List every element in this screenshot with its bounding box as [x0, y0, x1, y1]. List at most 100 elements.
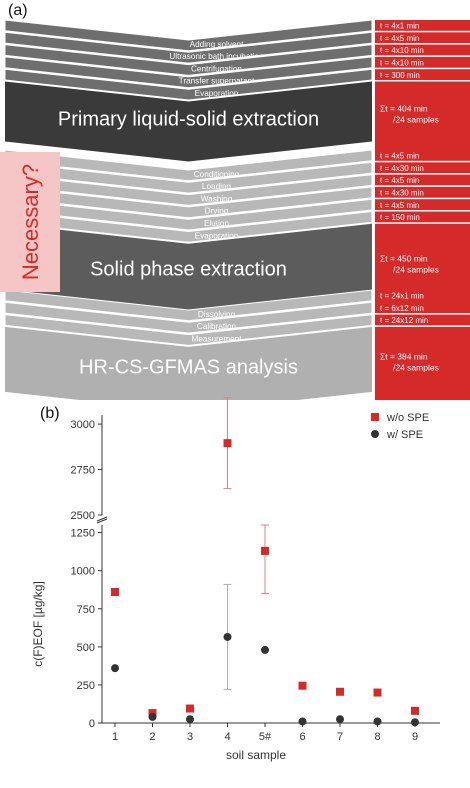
- y-tick-label: 0: [89, 718, 95, 730]
- workflow-step-band: [4, 68, 373, 101]
- workflow-diagram-panel: (a) Adding solvent t = 4x1 min Ultrasonic b…: [0, 2, 470, 412]
- workflow-step-band: [4, 19, 373, 52]
- step-time-label: t = 4x5 min: [380, 152, 419, 161]
- stage-total-label: Σt = 404 min/24 samples: [380, 104, 439, 125]
- step-time-cell: [375, 56, 470, 68]
- stage-total-cell: [375, 81, 470, 152]
- workflow-stage-title: Solid phase extraction: [90, 258, 287, 280]
- necessary-label: Necessary?: [18, 164, 43, 280]
- step-time-cell: [375, 44, 470, 56]
- step-time-label: t = 4x10 min: [380, 46, 424, 55]
- stage-total-cell: [375, 326, 470, 402]
- axis-break-mark: [96, 516, 108, 522]
- data-point-circle: [148, 712, 157, 721]
- workflow-step-band: [4, 301, 373, 334]
- panel-b-label: (b): [40, 405, 60, 422]
- legend-marker-square: [371, 413, 379, 421]
- workflow-step-label: Calibration: [197, 322, 237, 331]
- legend-label: w/o SPE: [386, 412, 429, 424]
- data-point-square: [223, 439, 232, 448]
- y-tick-label: 500: [77, 642, 95, 654]
- step-time-cell: [375, 186, 470, 198]
- step-time-cell: [375, 20, 470, 31]
- stage-total-label: Σt = 384 min/24 samples: [380, 351, 439, 372]
- workflow-step-label: Evaporation: [195, 231, 239, 240]
- stage-total-line: Σt = 404 min: [380, 104, 428, 114]
- step-time-label: t = 6x12 min: [380, 304, 424, 313]
- data-point-square: [373, 688, 382, 697]
- step-time-cell: [375, 290, 470, 301]
- workflow-step-label: Conditioning: [194, 170, 240, 179]
- data-point-square: [111, 588, 119, 597]
- workflow-step-label: Ultrasonic bath incubation: [169, 52, 264, 61]
- stage-total-line: /24 samples: [393, 362, 439, 372]
- workflow-stage-block: [5, 81, 372, 162]
- workflow-stage-block: [5, 223, 372, 319]
- step-time-label: t = 24x1 min: [380, 292, 424, 301]
- step-time-label: t = 24x12 min: [380, 316, 428, 325]
- x-tick-label: 6: [299, 731, 305, 743]
- necessary-box: [0, 152, 60, 292]
- x-tick-label: 1: [112, 731, 118, 743]
- workflow-step-band: [4, 31, 373, 64]
- step-time-cell: [375, 302, 470, 314]
- data-point-circle: [186, 715, 194, 724]
- x-tick-label: 5#: [259, 731, 272, 743]
- step-time-label: t = 4x5 min: [380, 176, 419, 185]
- workflow-stage-title: Primary liquid-solid extraction: [58, 109, 319, 131]
- y-tick-label: 1000: [71, 566, 95, 578]
- legend-label: w/ SPE: [386, 429, 423, 441]
- y-axis-label: c(F)EOF [µg/kg]: [31, 581, 45, 667]
- step-time-cell: [375, 174, 470, 186]
- workflow-step-label: Centrifugation: [191, 64, 242, 73]
- x-axis-label: soil sample: [226, 748, 286, 762]
- data-point-square: [186, 704, 194, 713]
- chart-panel: (b) 2500 2750 3000 0 250 500 750 1000 1250 1 2 3 4 5# 6…: [0, 395, 470, 783]
- workflow-step-band: [4, 56, 373, 89]
- stage-total-line: /24 samples: [393, 115, 439, 125]
- axis-break-mark: [96, 518, 108, 524]
- data-point-square: [411, 706, 419, 715]
- stage-total-line: Σt = 384 min: [380, 351, 428, 361]
- step-time-cell: [375, 150, 470, 161]
- data-point-circle: [223, 632, 232, 641]
- step-time-label: t = 4x10 min: [380, 59, 424, 68]
- step-time-label: t = 150 min: [380, 213, 420, 222]
- data-point-square: [298, 681, 307, 690]
- stage-total-line: Σt = 450 min: [380, 253, 428, 263]
- step-time-label: t = 4x5 min: [380, 201, 419, 210]
- workflow-diagram: (a) Adding solvent t = 4x1 min Ultrasonic b…: [0, 2, 470, 412]
- x-tick-label: 4: [224, 731, 230, 743]
- data-point-circle: [261, 645, 269, 654]
- step-time-cell: [375, 32, 470, 44]
- workflow-step-label: Elution: [204, 219, 229, 228]
- y-tick-label: 750: [77, 604, 95, 616]
- y-tick-label: 2750: [71, 465, 95, 477]
- workflow-step-label: Transfer supernatant: [179, 77, 255, 86]
- data-point-circle: [373, 717, 382, 726]
- workflow-stage-block: [5, 326, 372, 412]
- stage-total-line: /24 samples: [393, 264, 439, 274]
- step-time-label: t = 4x5 min: [380, 34, 419, 43]
- workflow-step-label: Evaporation: [195, 89, 239, 98]
- x-tick-label: 8: [374, 731, 380, 743]
- data-point-circle: [411, 718, 419, 727]
- step-time-cell: [375, 314, 470, 326]
- fluorine-chart: (b) 2500 2750 3000 0 250 500 750 1000 1250 1 2 3 4 5# 6…: [31, 397, 440, 762]
- workflow-step-label: Adding solvent: [190, 40, 244, 49]
- step-time-label: t = 4x30 min: [380, 189, 424, 198]
- y-tick-label: 250: [77, 680, 95, 692]
- step-time-cell: [375, 199, 470, 210]
- x-tick-label: 3: [187, 731, 193, 743]
- workflow-step-label: Loading: [202, 182, 232, 191]
- step-time-label: t = 4x30 min: [380, 164, 424, 173]
- y-tick-label: 3000: [71, 419, 95, 431]
- y-tick-label: 2500: [71, 510, 95, 522]
- x-tick-label: 2: [149, 731, 155, 743]
- workflow-step-label: Measurement: [191, 334, 242, 343]
- step-time-cell: [375, 69, 470, 80]
- x-tick-label: 9: [412, 731, 418, 743]
- step-time-label: t = 300 min: [380, 71, 420, 80]
- y-tick-label: 1250: [71, 528, 95, 540]
- x-tick-label: 7: [337, 731, 343, 743]
